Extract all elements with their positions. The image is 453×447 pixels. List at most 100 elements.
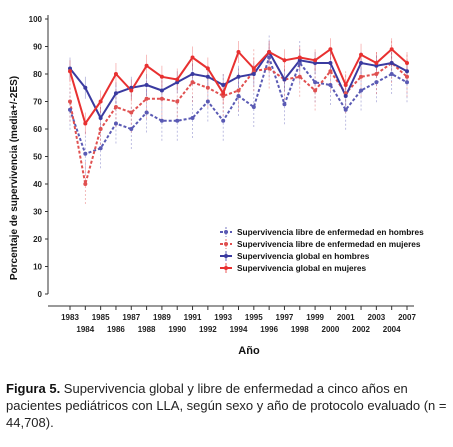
y-tick-label: 100 bbox=[29, 15, 43, 24]
data-point bbox=[389, 61, 394, 65]
data-point bbox=[267, 50, 272, 54]
data-point bbox=[129, 127, 134, 131]
figure-caption: Figura 5. Supervivencia global y libre d… bbox=[6, 380, 450, 431]
data-point bbox=[236, 74, 241, 79]
data-point bbox=[190, 55, 195, 60]
data-point bbox=[113, 72, 118, 76]
data-point bbox=[267, 66, 272, 71]
data-point bbox=[359, 61, 364, 65]
data-point bbox=[205, 85, 210, 90]
data-point bbox=[328, 61, 333, 65]
x-tick-label: 2007 bbox=[398, 313, 416, 322]
legend-label: Supervivencia libre de enfermedad en muj… bbox=[237, 239, 421, 249]
x-axis-title: Año bbox=[238, 345, 260, 357]
y-tick-label: 40 bbox=[33, 180, 42, 189]
data-point bbox=[374, 61, 379, 65]
x-tick-label: 1994 bbox=[230, 325, 248, 334]
data-point bbox=[405, 61, 409, 65]
data-point bbox=[113, 105, 118, 109]
data-point bbox=[190, 80, 195, 85]
data-point bbox=[374, 72, 379, 76]
data-point bbox=[68, 69, 72, 74]
x-tick-label: 2001 bbox=[337, 313, 355, 322]
data-point bbox=[129, 110, 134, 115]
x-tick-label: 2004 bbox=[383, 325, 401, 334]
data-point bbox=[159, 88, 164, 93]
series-points bbox=[68, 47, 409, 186]
x-tick-label: 1987 bbox=[122, 313, 140, 322]
data-point bbox=[374, 63, 379, 68]
data-point bbox=[313, 88, 318, 93]
chart-legend: Supervivencia libre de enfermedad en hom… bbox=[220, 227, 424, 273]
data-point bbox=[175, 80, 180, 85]
data-point bbox=[251, 105, 256, 109]
data-point bbox=[159, 118, 164, 123]
data-point bbox=[359, 52, 364, 57]
y-axis-title: Porcentaje de supervivencia (media+/-2ES… bbox=[9, 76, 20, 280]
data-point bbox=[205, 74, 210, 79]
x-tick-label: 1984 bbox=[76, 325, 94, 334]
x-tick-label: 1996 bbox=[260, 325, 278, 334]
legend-label: Supervivencia global en hombres bbox=[237, 251, 370, 261]
data-point bbox=[374, 80, 379, 85]
data-point bbox=[175, 77, 180, 82]
x-tick-label: 2003 bbox=[367, 313, 385, 322]
legend-marker bbox=[224, 266, 228, 270]
data-point bbox=[221, 83, 226, 87]
x-tick-label: 2000 bbox=[322, 325, 340, 334]
data-point bbox=[159, 96, 164, 101]
x-tick-label: 1992 bbox=[199, 325, 217, 334]
y-tick-label: 10 bbox=[33, 263, 42, 272]
figure-label: Figura 5. bbox=[6, 381, 61, 396]
legend-label: Supervivencia global en mujeres bbox=[237, 263, 366, 273]
data-point bbox=[282, 77, 287, 82]
data-point bbox=[328, 83, 333, 87]
x-tick-label: 1983 bbox=[61, 313, 79, 322]
data-point bbox=[175, 99, 180, 104]
x-tick-label: 1988 bbox=[138, 325, 156, 334]
data-point bbox=[144, 83, 149, 87]
data-point bbox=[251, 72, 256, 76]
y-tick-label: 80 bbox=[33, 70, 42, 79]
data-point bbox=[236, 50, 241, 54]
data-point bbox=[205, 99, 210, 104]
data-point bbox=[389, 72, 394, 76]
data-point bbox=[313, 80, 318, 85]
data-point bbox=[297, 55, 302, 60]
legend-marker bbox=[224, 254, 228, 258]
data-point bbox=[297, 58, 302, 63]
data-point bbox=[297, 61, 302, 65]
x-tick-label: 1990 bbox=[168, 325, 186, 334]
data-point bbox=[83, 182, 88, 186]
data-point bbox=[236, 88, 241, 93]
data-point bbox=[405, 69, 409, 74]
data-point bbox=[98, 99, 103, 104]
data-point bbox=[144, 110, 149, 115]
data-point bbox=[129, 88, 134, 93]
data-point bbox=[236, 94, 241, 98]
data-point bbox=[68, 99, 72, 104]
data-point bbox=[343, 94, 348, 98]
data-point bbox=[328, 47, 333, 52]
data-point bbox=[343, 107, 348, 112]
data-point bbox=[83, 121, 88, 126]
x-tick-label: 1999 bbox=[306, 313, 324, 322]
data-point bbox=[251, 66, 256, 71]
x-tick-label: 1997 bbox=[276, 313, 294, 322]
data-point bbox=[359, 74, 364, 79]
survival-chart: 0 10 20 30 40 50 60 70 80 90 100 1983 1984 1985 1986 19… bbox=[9, 15, 424, 357]
data-point bbox=[98, 146, 103, 151]
data-point bbox=[144, 96, 149, 101]
data-point bbox=[282, 102, 287, 107]
x-tick-label: 1986 bbox=[107, 325, 125, 334]
data-point bbox=[98, 116, 103, 120]
y-tick-label: 60 bbox=[33, 125, 42, 134]
legend-label: Supervivencia libre de enfermedad en hom… bbox=[237, 227, 424, 237]
data-point bbox=[313, 58, 318, 63]
y-tick-label: 50 bbox=[33, 153, 42, 162]
data-point bbox=[313, 61, 318, 65]
data-point bbox=[83, 85, 88, 90]
data-point bbox=[405, 80, 409, 85]
chart-axes: 0 10 20 30 40 50 60 70 80 90 100 1983 1984 1985 1986 19… bbox=[29, 15, 416, 334]
data-point bbox=[68, 107, 72, 112]
